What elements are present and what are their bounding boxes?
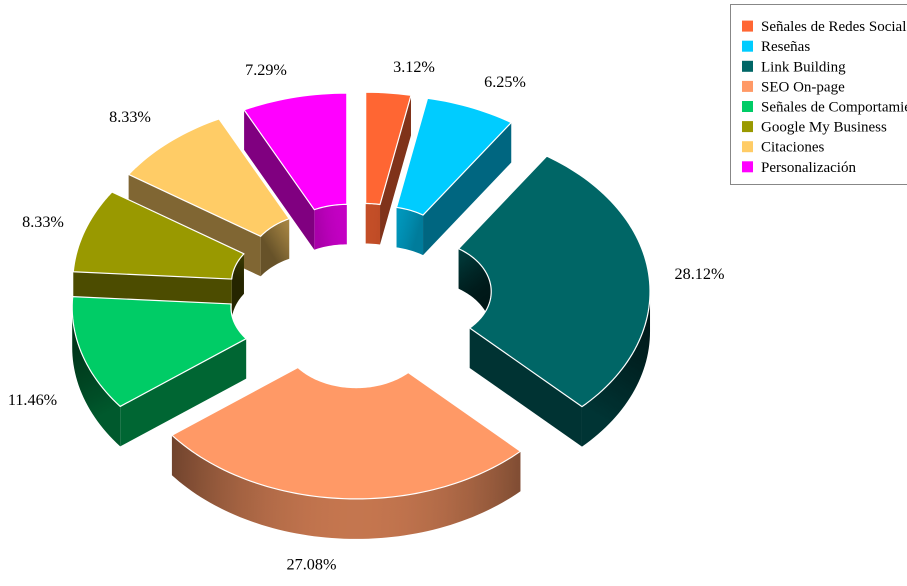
svg-text:Google My Business: Google My Business: [761, 120, 887, 136]
svg-text:SEO On-page: SEO On-page: [761, 79, 845, 95]
svg-text:8.33%: 8.33%: [22, 213, 64, 231]
svg-text:7.29%: 7.29%: [245, 61, 287, 79]
svg-text:Señales de Redes Sociales: Señales de Redes Sociales: [761, 19, 907, 35]
svg-text:Señales de Comportamiento: Señales de Comportamiento: [761, 100, 907, 116]
svg-text:3.12%: 3.12%: [393, 58, 435, 76]
svg-text:6.25%: 6.25%: [484, 73, 526, 91]
svg-text:Link Building: Link Building: [761, 59, 846, 75]
svg-text:Personalización: Personalización: [761, 160, 856, 176]
svg-text:8.33%: 8.33%: [109, 108, 151, 126]
svg-text:Citaciones: Citaciones: [761, 140, 824, 156]
svg-text:Reseñas: Reseñas: [761, 39, 810, 55]
svg-text:27.08%: 27.08%: [287, 556, 337, 574]
svg-text:11.46%: 11.46%: [8, 391, 57, 409]
svg-text:28.12%: 28.12%: [675, 265, 725, 283]
